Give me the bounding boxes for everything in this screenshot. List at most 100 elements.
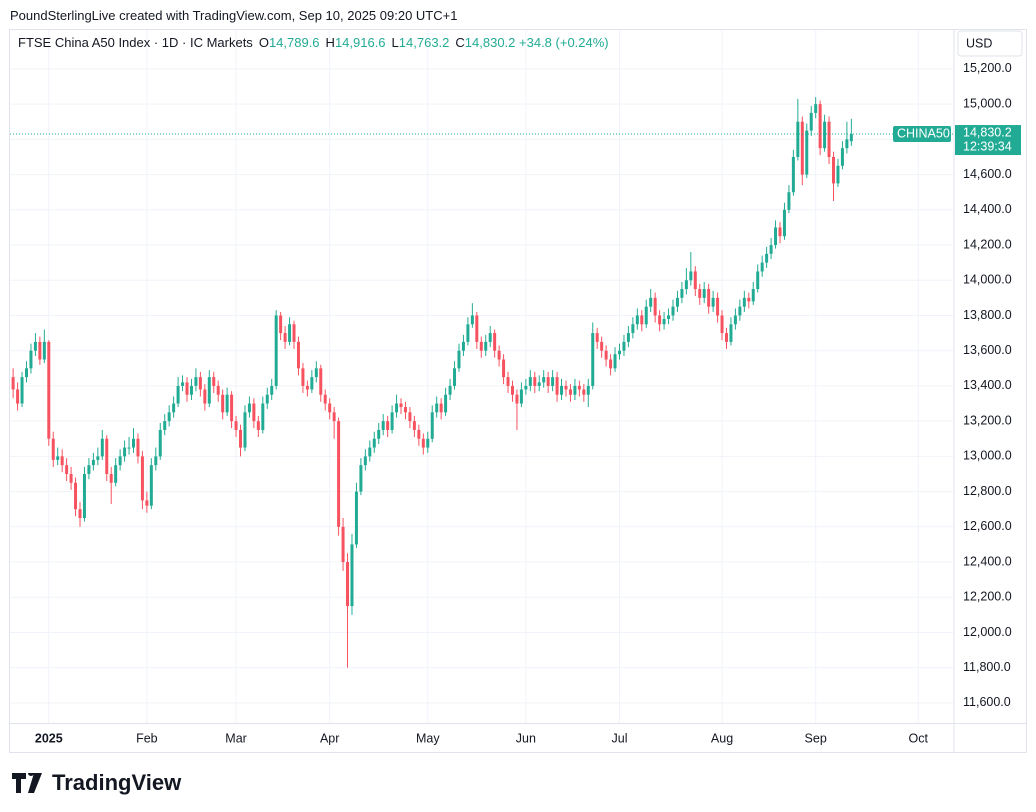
y-tick-label: 13,000.0: [963, 449, 1012, 463]
candle-body: [595, 333, 599, 342]
candle-body: [114, 465, 118, 483]
chart-frame: [9, 29, 1027, 753]
y-tick-label: 13,200.0: [963, 413, 1012, 427]
candle-body: [221, 394, 225, 413]
candle-body: [461, 341, 465, 351]
candle-body: [600, 341, 604, 351]
candle-body: [564, 385, 568, 390]
x-tick-label: Feb: [136, 731, 158, 745]
candle-body: [172, 403, 176, 413]
candle-body: [207, 377, 211, 404]
candle-body: [426, 438, 430, 448]
candle-body: [796, 121, 800, 157]
candle-body: [716, 297, 720, 316]
candle-body: [493, 333, 497, 351]
candle-body: [60, 456, 64, 466]
x-tick-label: Oct: [908, 731, 928, 745]
candle-body: [765, 253, 769, 263]
candle-body: [626, 333, 630, 342]
candle-body: [296, 341, 300, 369]
candle-body: [818, 104, 822, 149]
candle-body: [689, 271, 693, 281]
candle-body: [395, 403, 399, 413]
candle-body: [805, 130, 809, 175]
candle-body: [386, 421, 390, 430]
candle-body: [778, 227, 782, 237]
candle-body: [814, 104, 818, 113]
candle-body: [644, 306, 648, 325]
candle-body: [390, 412, 394, 430]
candle-body: [149, 465, 153, 506]
candle-body: [604, 350, 608, 360]
candle-body: [301, 368, 305, 386]
candle-body: [542, 377, 546, 383]
candle-body: [91, 459, 95, 466]
candle-body: [20, 377, 24, 404]
candle-body: [216, 385, 220, 395]
candle-body: [533, 377, 537, 386]
candle-body: [310, 377, 314, 390]
candle-body: [832, 156, 836, 184]
candle-body: [11, 377, 15, 390]
candle-body: [488, 333, 492, 342]
candle-body: [56, 456, 60, 460]
candle-body: [720, 315, 724, 334]
candle-body: [555, 377, 559, 395]
candle-body: [158, 429, 162, 457]
candle-body: [74, 482, 78, 510]
candle-body: [475, 315, 479, 342]
candle-body: [399, 403, 403, 408]
x-tick-label: Apr: [320, 731, 339, 745]
ohlc-label: L: [391, 35, 399, 50]
currency: USD: [966, 36, 992, 50]
candle-body: [167, 412, 171, 422]
y-tick-label: 14,600.0: [963, 167, 1012, 181]
candle-body: [136, 438, 140, 457]
candle-body: [145, 500, 149, 506]
candle-body: [323, 394, 327, 404]
y-tick-label: 12,000.0: [963, 625, 1012, 639]
candle-body: [38, 341, 42, 360]
candle-body: [617, 350, 621, 355]
candle-body: [577, 385, 581, 390]
candle-body: [635, 315, 639, 325]
candle-body: [707, 289, 711, 307]
candle-body: [671, 306, 675, 316]
candle-body: [769, 245, 773, 254]
candle-body: [230, 394, 234, 422]
candle-body: [252, 403, 256, 422]
logo-icon: [12, 773, 42, 793]
candle-body: [457, 350, 461, 369]
candle-body: [836, 165, 840, 184]
candle-body: [640, 315, 644, 325]
x-tick-label: Mar: [225, 731, 247, 745]
candle-body: [29, 350, 33, 369]
candle-body: [247, 403, 251, 413]
candle-body: [519, 389, 523, 404]
y-tick-label: 15,200.0: [963, 61, 1012, 75]
candle-body: [430, 412, 434, 439]
candle-body: [760, 262, 764, 272]
candle-body: [65, 465, 69, 474]
candle-body: [560, 385, 564, 395]
ohlc-value: 14,763.2: [398, 35, 450, 50]
candle-body: [649, 297, 653, 307]
candle-body: [154, 456, 158, 466]
candle-body: [33, 341, 37, 351]
currency-box[interactable]: [957, 30, 1023, 57]
candle-body: [586, 385, 590, 395]
candle-body: [194, 377, 198, 386]
candle-body: [163, 421, 167, 430]
candle-body: [510, 385, 514, 395]
candle-body: [314, 368, 318, 378]
candle-body: [421, 438, 425, 448]
candle-body: [403, 407, 407, 413]
ohlc-label: H: [325, 35, 335, 50]
candle-body: [662, 318, 666, 325]
candle-body: [782, 209, 786, 237]
candle-body: [497, 350, 501, 360]
candle-body: [453, 368, 457, 386]
y-tick-label: 11,600.0: [963, 695, 1011, 709]
candle-body: [827, 121, 831, 157]
